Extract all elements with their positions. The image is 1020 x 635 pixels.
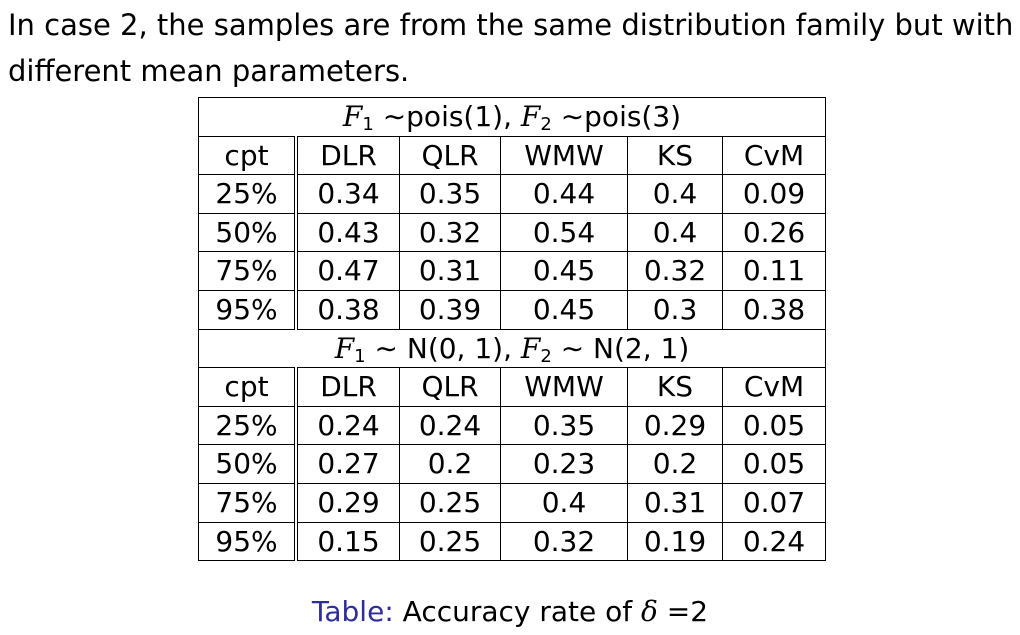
header-f1-subscript: 1 [362,114,374,135]
section-header: F1 ∼ N(0, 1), F2 ∼ N(2, 1) [198,328,826,369]
accuracy-table: F1 ∼pois(1), F2 ∼pois(3) cpt DLR QLR WMW KS Cv… [198,97,826,562]
value-cell: 0.38 [295,289,400,330]
value-cell: 0.24 [399,405,501,446]
value-cell: 0.32 [399,212,501,253]
value-cell: 0.31 [399,251,501,291]
caption-delta-symbol: δ [641,595,658,628]
value-cell: 0.26 [722,212,826,253]
value-cell: 0.47 [295,251,400,291]
value-cell: 0.27 [295,444,400,484]
intro-line-2: different mean parameters. [8,54,410,88]
header-f1-subscript: 1 [354,345,366,367]
row-label-cell: 75% [198,251,298,291]
section-header: F1 ∼pois(1), F2 ∼pois(3) [198,97,826,137]
section-header-row: F1 ∼pois(1), F2 ∼pois(3) [198,97,826,137]
column-header: DLR [295,135,400,176]
value-cell: 0.45 [500,251,628,291]
value-cell: 0.35 [399,174,501,214]
accuracy-table-body: F1 ∼pois(1), F2 ∼pois(3) cpt DLR QLR WMW KS Cv… [198,97,826,562]
value-cell: 0.29 [627,405,723,446]
value-cell: 0.24 [722,521,826,562]
value-cell: 0.54 [500,212,628,253]
value-cell: 0.09 [722,174,826,214]
row-label-cell: 95% [198,289,298,330]
column-header: CvM [722,367,826,407]
column-header-row: cpt DLR QLR WMW KS CvM [198,367,826,407]
column-header: QLR [399,367,501,407]
table-caption: Table: Accuracy rate of δ =2 [0,592,1020,632]
value-cell: 0.45 [500,289,628,330]
column-header: WMW [500,135,628,176]
column-header: cpt [198,367,298,407]
value-cell: 0.15 [295,521,400,562]
section-header-row: F1 ∼ N(0, 1), F2 ∼ N(2, 1) [198,328,826,369]
table-row: 25% 0.34 0.35 0.44 0.4 0.09 [198,174,826,214]
value-cell: 0.2 [399,444,501,484]
value-cell: 0.29 [295,482,400,523]
table-row: 50% 0.27 0.2 0.23 0.2 0.05 [198,444,826,484]
table-row: 95% 0.38 0.39 0.45 0.3 0.38 [198,289,826,330]
value-cell: 0.35 [500,405,628,446]
value-cell: 0.07 [722,482,826,523]
value-cell: 0.39 [399,289,501,330]
column-header: CvM [722,135,826,176]
column-header: KS [627,135,723,176]
header-f2-distribution: ∼pois(3) [551,100,682,133]
value-cell: 0.32 [500,521,628,562]
value-cell: 0.25 [399,482,501,523]
intro-line-1: In case 2, the samples are from the same… [8,8,1014,42]
column-header: DLR [295,367,400,407]
column-header: cpt [198,135,298,176]
value-cell: 0.24 [295,405,400,446]
value-cell: 0.4 [627,212,723,253]
header-f2: F [520,100,541,133]
header-f2: F [520,331,541,365]
table-row: 25% 0.24 0.24 0.35 0.29 0.05 [198,405,826,446]
header-f1-distribution: ∼ N(0, 1), [365,331,521,365]
column-header: QLR [399,135,501,176]
value-cell: 0.2 [627,444,723,484]
value-cell: 0.4 [500,482,628,523]
table-row: 50% 0.43 0.32 0.54 0.4 0.26 [198,212,826,253]
value-cell: 0.34 [295,174,400,214]
row-label-cell: 75% [198,482,298,523]
column-header: KS [627,367,723,407]
row-label-cell: 50% [198,444,298,484]
table-row: 95% 0.15 0.25 0.32 0.19 0.24 [198,521,826,562]
value-cell: 0.44 [500,174,628,214]
header-f2-distribution: ∼ N(2, 1) [551,331,690,365]
value-cell: 0.4 [627,174,723,214]
header-f2-subscript: 2 [540,345,552,367]
row-label-cell: 95% [198,521,298,562]
caption-value: =2 [657,595,709,628]
value-cell: 0.11 [722,251,826,291]
value-cell: 0.05 [722,444,826,484]
value-cell: 0.3 [627,289,723,330]
value-cell: 0.25 [399,521,501,562]
header-f1-distribution: ∼pois(1), [373,100,521,133]
value-cell: 0.05 [722,405,826,446]
value-cell: 0.23 [500,444,628,484]
header-f1: F [342,100,363,133]
value-cell: 0.43 [295,212,400,253]
table-row: 75% 0.29 0.25 0.4 0.31 0.07 [198,482,826,523]
intro-paragraph: In case 2, the samples are from the same… [8,2,1016,94]
row-label-cell: 25% [198,405,298,446]
column-header: WMW [500,367,628,407]
row-label-cell: 25% [198,174,298,214]
value-cell: 0.38 [722,289,826,330]
caption-label: Table: [311,595,394,628]
value-cell: 0.19 [627,521,723,562]
value-cell: 0.32 [627,251,723,291]
caption-text: Accuracy rate of [393,595,642,628]
header-f2-subscript: 2 [540,114,552,135]
value-cell: 0.31 [627,482,723,523]
row-label-cell: 50% [198,212,298,253]
column-header-row: cpt DLR QLR WMW KS CvM [198,135,826,176]
table-row: 75% 0.47 0.31 0.45 0.32 0.11 [198,251,826,291]
header-f1: F [334,331,355,365]
